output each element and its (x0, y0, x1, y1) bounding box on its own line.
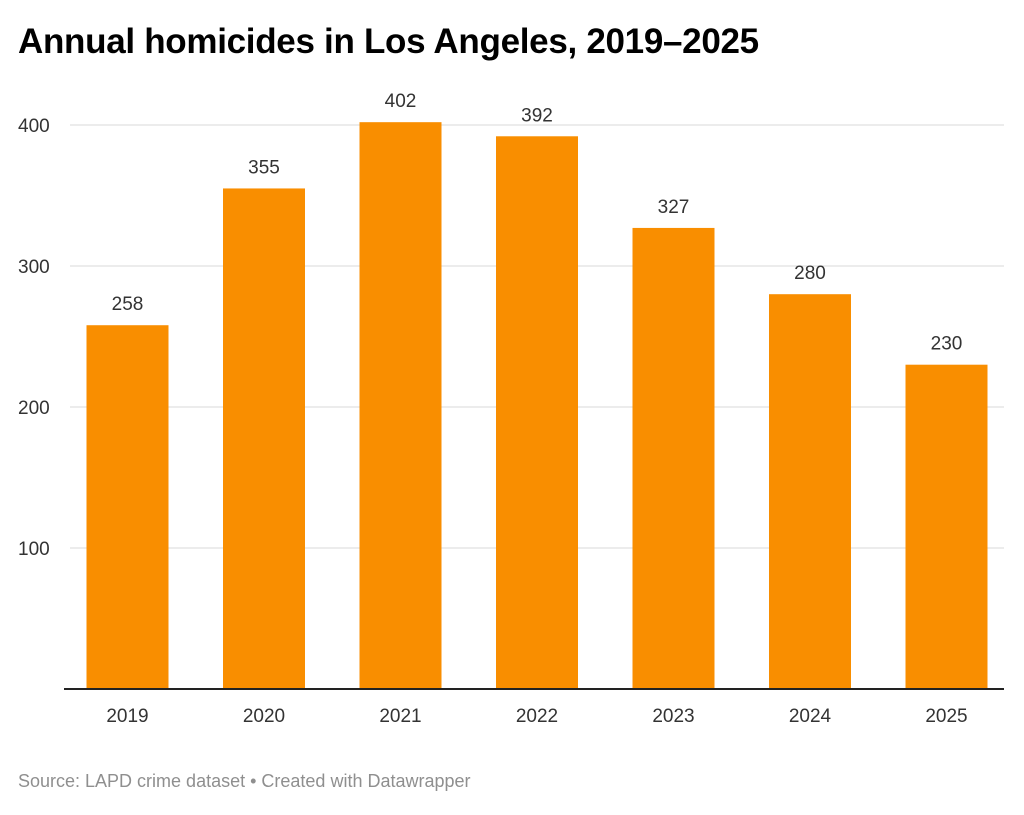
y-tick-label: 300 (18, 257, 50, 278)
bar (223, 188, 305, 689)
bar (496, 136, 578, 689)
bar-chart: 100 200 300 400 258 2019 355 2020 402 2021 392 2022… (18, 91, 1004, 727)
bar (769, 294, 851, 689)
x-tick-label: 2024 (789, 706, 832, 727)
bar (359, 122, 442, 690)
x-tick-label: 2023 (652, 706, 694, 727)
x-tick-label: 2022 (516, 706, 558, 727)
y-tick-label: 400 (18, 116, 50, 137)
data-label: 355 (248, 157, 280, 178)
chart-title: Annual homicides in Los Angeles, 2019–20… (18, 22, 759, 61)
data-label: 230 (931, 334, 963, 355)
x-tick-label: 2020 (243, 706, 285, 727)
bar (632, 227, 715, 689)
data-label: 280 (794, 263, 826, 284)
bar (905, 364, 988, 689)
bar (86, 325, 169, 689)
x-tick-label: 2025 (925, 706, 967, 727)
x-tick-label: 2019 (106, 706, 148, 727)
data-label: 392 (521, 105, 553, 126)
x-tick-label: 2021 (379, 706, 421, 727)
source-footer: Source: LAPD crime dataset • Created wit… (18, 771, 471, 791)
y-tick-label: 100 (18, 539, 50, 560)
data-label: 258 (112, 294, 144, 315)
data-label: 402 (385, 91, 417, 112)
y-tick-label: 200 (18, 398, 50, 419)
data-label: 327 (658, 197, 690, 218)
